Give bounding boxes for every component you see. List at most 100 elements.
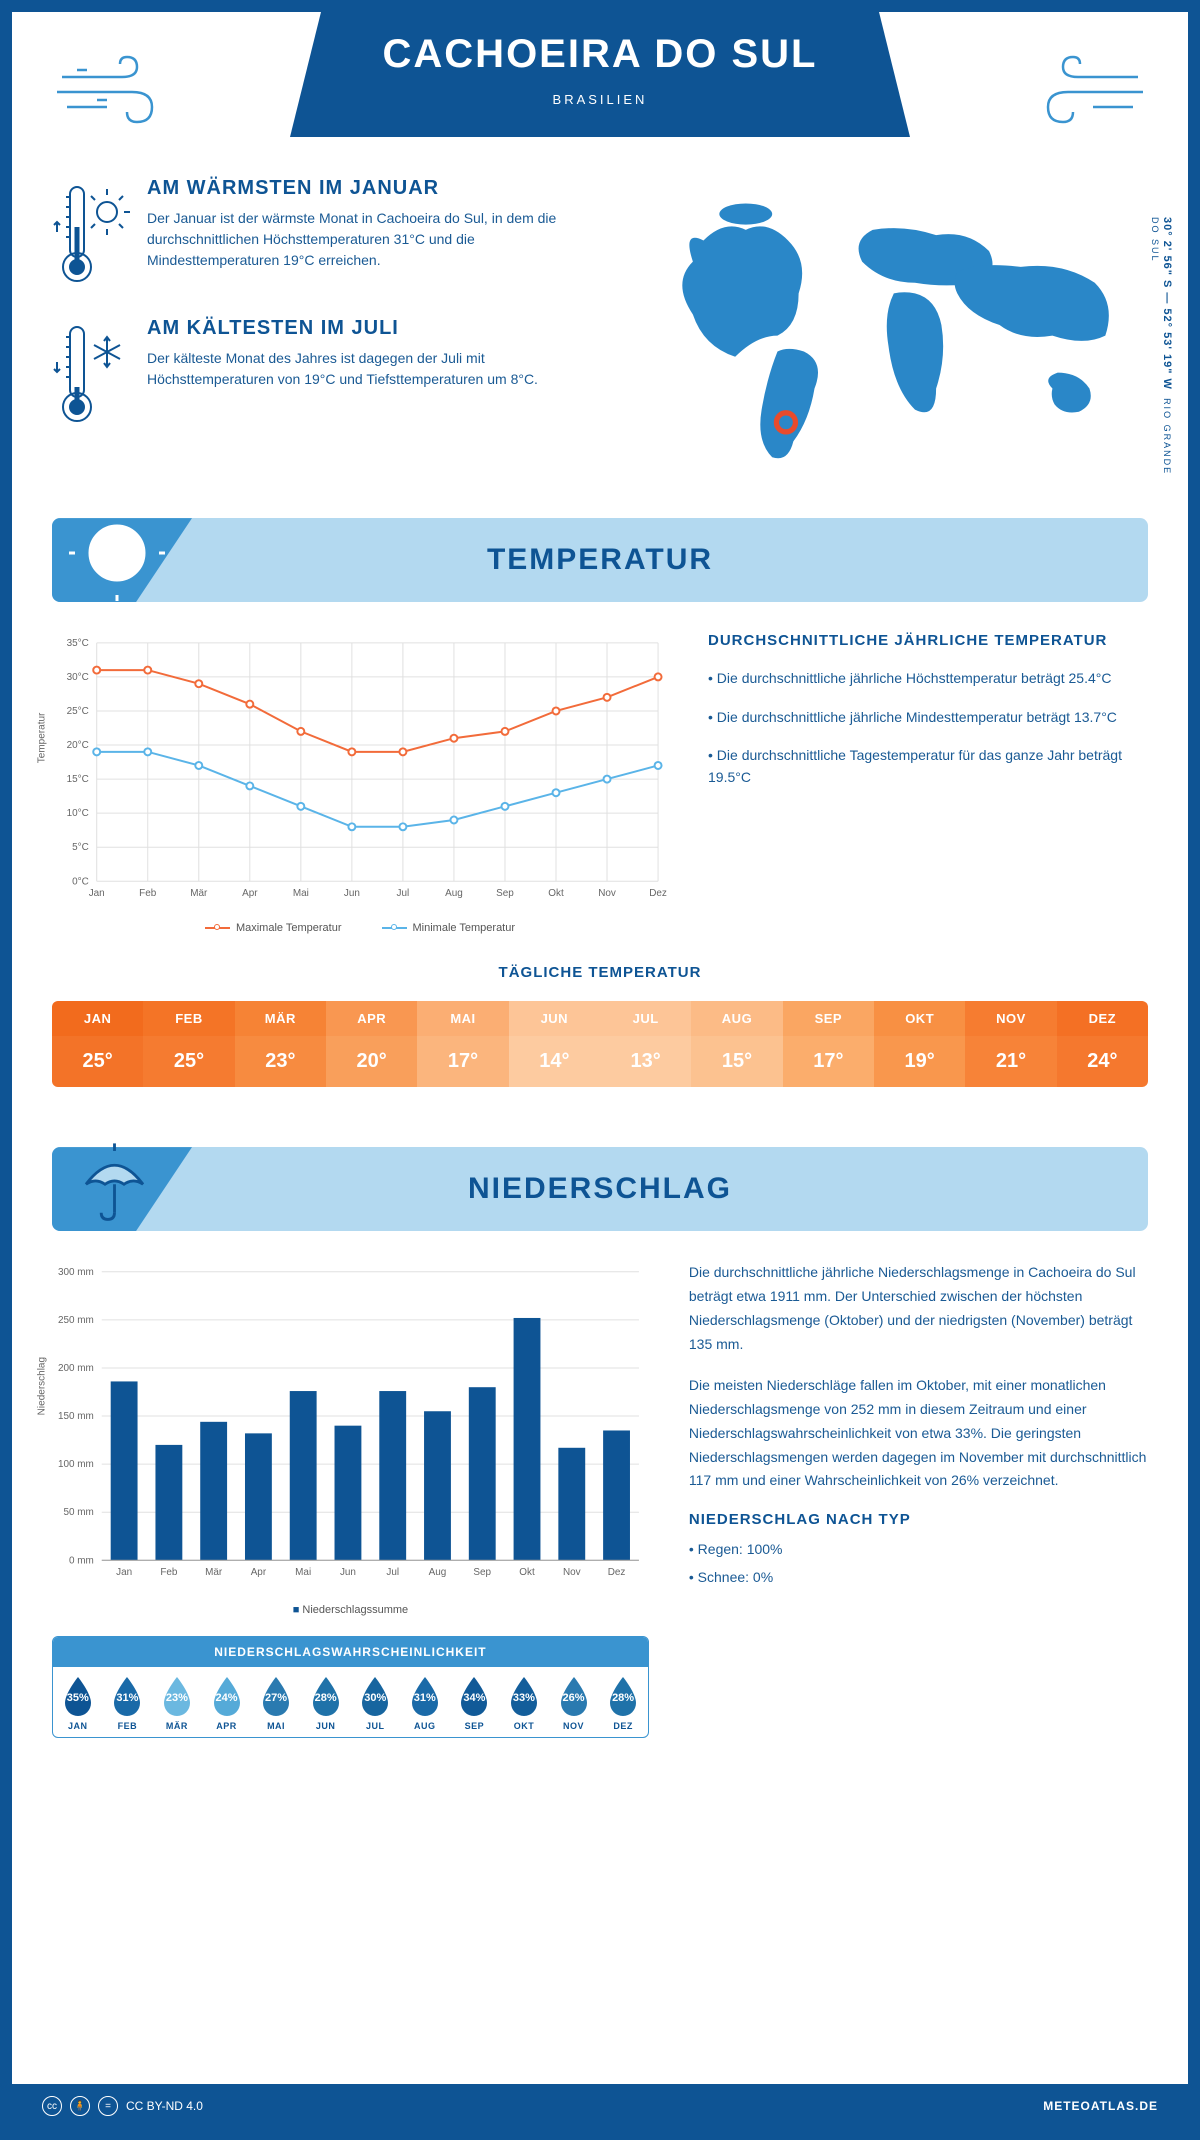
page-header: CACHOEIRA DO SUL BRASILIEN <box>52 42 1148 137</box>
svg-text:0°C: 0°C <box>72 876 89 887</box>
svg-text:35°C: 35°C <box>67 638 89 649</box>
svg-text:200 mm: 200 mm <box>58 1363 94 1374</box>
precipitation-info: Die durchschnittliche jährliche Niedersc… <box>689 1261 1148 1738</box>
svg-text:0 mm: 0 mm <box>69 1555 94 1566</box>
table-header: APR <box>326 1001 417 1036</box>
probability-cell: 33% OKT <box>499 1667 549 1737</box>
probability-cell: 28% DEZ <box>598 1667 648 1737</box>
probability-cell: 31% AUG <box>400 1667 450 1737</box>
svg-text:50 mm: 50 mm <box>63 1507 93 1518</box>
table-cell: 25° <box>52 1036 143 1087</box>
table-cell: 13° <box>600 1036 691 1087</box>
brand-label: METEOATLAS.DE <box>1043 2099 1158 2113</box>
thermometer-sun-icon <box>52 177 132 287</box>
table-cell: 25° <box>143 1036 234 1087</box>
svg-text:Dez: Dez <box>649 888 667 899</box>
table-cell: 21° <box>965 1036 1056 1087</box>
svg-text:10°C: 10°C <box>67 808 89 819</box>
svg-text:Aug: Aug <box>445 888 463 899</box>
table-cell: 24° <box>1057 1036 1148 1087</box>
svg-text:Mai: Mai <box>295 1567 311 1578</box>
wind-icon <box>1028 52 1148 132</box>
table-cell: 17° <box>783 1036 874 1087</box>
probability-cell: 26% NOV <box>549 1667 599 1737</box>
probability-cell: 30% JUL <box>350 1667 400 1737</box>
section-title: NIEDERSCHLAG <box>52 1172 1148 1206</box>
probability-cell: 35% JAN <box>53 1667 103 1737</box>
table-header: FEB <box>143 1001 234 1036</box>
svg-text:Jul: Jul <box>397 888 410 899</box>
table-cell: 14° <box>509 1036 600 1087</box>
svg-text:Dez: Dez <box>608 1567 626 1578</box>
coldest-block: AM KÄLTESTEN IM JULI Der kälteste Monat … <box>52 317 610 427</box>
line-chart: Temperatur 0°C5°C10°C15°C20°C25°C30°C35°… <box>52 632 668 934</box>
nd-icon: = <box>98 2096 118 2116</box>
temperature-section-header: TEMPERATUR <box>52 518 1148 602</box>
probability-box: NIEDERSCHLAGSWAHRSCHEINLICHKEIT 35% JAN … <box>52 1636 649 1738</box>
thermometer-snow-icon <box>52 317 132 427</box>
title-banner: CACHOEIRA DO SUL BRASILIEN <box>290 12 910 137</box>
temperature-info: DURCHSCHNITTLICHE JÄHRLICHE TEMPERATUR •… <box>708 632 1148 934</box>
precipitation-section-header: NIEDERSCHLAG <box>52 1147 1148 1231</box>
section-title: TEMPERATUR <box>52 543 1148 577</box>
probability-cell: 34% SEP <box>450 1667 500 1737</box>
footer: cc 🧍 = CC BY-ND 4.0 METEOATLAS.DE <box>12 2084 1188 2128</box>
svg-text:20°C: 20°C <box>67 740 89 751</box>
warmest-text: Der Januar ist der wärmste Monat in Cach… <box>147 208 610 271</box>
coldest-text: Der kälteste Monat des Jahres ist dagege… <box>147 348 610 390</box>
svg-text:250 mm: 250 mm <box>58 1315 94 1326</box>
table-cell: 15° <box>691 1036 782 1087</box>
svg-text:Sep: Sep <box>473 1567 491 1578</box>
svg-text:Feb: Feb <box>160 1567 178 1578</box>
svg-text:Feb: Feb <box>139 888 157 899</box>
svg-text:Jun: Jun <box>344 888 360 899</box>
svg-text:Nov: Nov <box>563 1567 581 1578</box>
table-header: AUG <box>691 1001 782 1036</box>
world-map: 30° 2' 56" S — 52° 53' 19" W RIO GRANDE … <box>640 177 1148 478</box>
table-cell: 20° <box>326 1036 417 1087</box>
coldest-title: AM KÄLTESTEN IM JULI <box>147 317 610 340</box>
table-header: MAI <box>417 1001 508 1036</box>
by-icon: 🧍 <box>70 2096 90 2116</box>
svg-text:15°C: 15°C <box>67 774 89 785</box>
svg-text:Aug: Aug <box>429 1567 447 1578</box>
svg-text:Mär: Mär <box>190 888 208 899</box>
svg-text:Okt: Okt <box>548 888 564 899</box>
bar-legend: Niederschlagssumme <box>52 1604 649 1616</box>
probability-cell: 28% JUN <box>301 1667 351 1737</box>
svg-text:Jun: Jun <box>340 1567 356 1578</box>
svg-text:100 mm: 100 mm <box>58 1459 94 1470</box>
table-cell: 17° <box>417 1036 508 1087</box>
daily-temp-table: JANFEBMÄRAPRMAIJUNJULAUGSEPOKTNOVDEZ25°2… <box>52 1001 1148 1087</box>
svg-text:Apr: Apr <box>251 1567 267 1578</box>
chart-legend: Maximale Temperatur Minimale Temperatur <box>52 922 668 934</box>
country-label: BRASILIEN <box>350 92 850 107</box>
svg-text:Okt: Okt <box>519 1567 535 1578</box>
svg-text:25°C: 25°C <box>67 706 89 717</box>
svg-text:300 mm: 300 mm <box>58 1267 94 1278</box>
probability-cell: 24% APR <box>202 1667 252 1737</box>
warmest-title: AM WÄRMSTEN IM JANUAR <box>147 177 610 200</box>
city-title: CACHOEIRA DO SUL <box>350 32 850 77</box>
table-header: JUN <box>509 1001 600 1036</box>
svg-text:Nov: Nov <box>598 888 616 899</box>
table-cell: 19° <box>874 1036 965 1087</box>
svg-text:Mär: Mär <box>205 1567 223 1578</box>
table-cell: 23° <box>235 1036 326 1087</box>
svg-text:Apr: Apr <box>242 888 258 899</box>
table-header: JUL <box>600 1001 691 1036</box>
sun-icon <box>67 503 167 603</box>
svg-text:Mai: Mai <box>293 888 309 899</box>
svg-text:Jan: Jan <box>89 888 105 899</box>
table-header: SEP <box>783 1001 874 1036</box>
probability-cell: 31% FEB <box>103 1667 153 1737</box>
bar-chart: Niederschlag 0 mm50 mm100 mm150 mm200 mm… <box>52 1261 649 1616</box>
svg-text:Jul: Jul <box>386 1567 399 1578</box>
umbrella-icon <box>67 1132 162 1227</box>
table-header: DEZ <box>1057 1001 1148 1036</box>
daily-temp-label: TÄGLICHE TEMPERATUR <box>52 964 1148 981</box>
probability-cell: 23% MÄR <box>152 1667 202 1737</box>
table-header: MÄR <box>235 1001 326 1036</box>
coordinates: 30° 2' 56" S — 52° 53' 19" W RIO GRANDE … <box>1149 217 1173 478</box>
warmest-block: AM WÄRMSTEN IM JANUAR Der Januar ist der… <box>52 177 610 287</box>
